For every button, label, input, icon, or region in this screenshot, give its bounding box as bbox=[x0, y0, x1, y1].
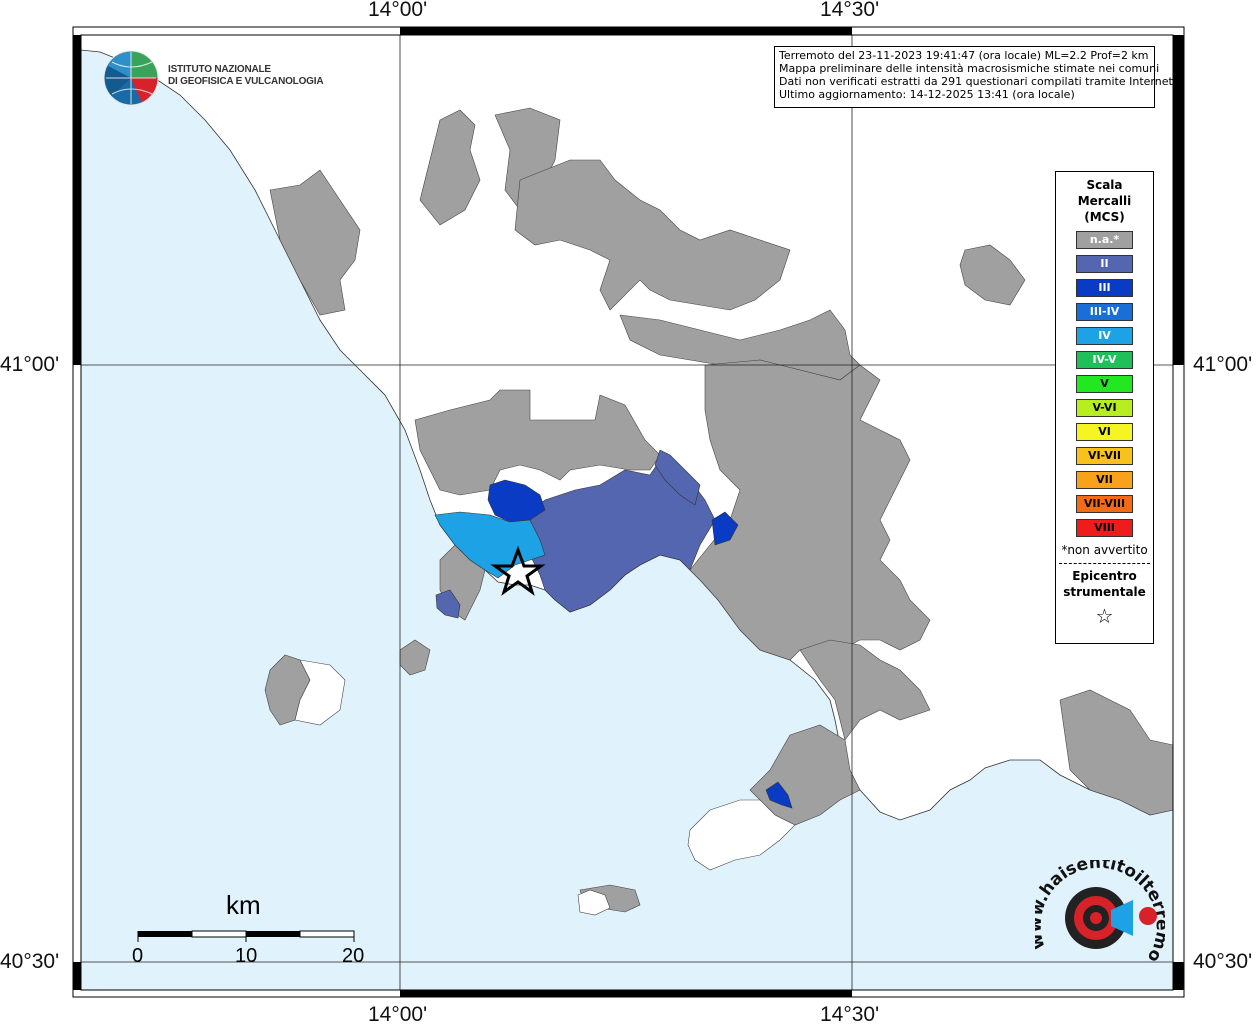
lon-label-top-2: 14°30' bbox=[820, 0, 880, 21]
legend-item-iii: III bbox=[1076, 279, 1133, 297]
area-north-1 bbox=[419, 109, 481, 226]
area-intensity-ii-ne bbox=[654, 449, 701, 506]
legend-item-iii-iv: III-IV bbox=[1076, 303, 1133, 321]
legend-divider bbox=[1059, 563, 1150, 564]
lat-label-left-1: 41°00' bbox=[0, 353, 60, 376]
scale-label-10: 10 bbox=[235, 945, 258, 967]
event-info-line-2: Mappa preliminare delle intensità macros… bbox=[779, 62, 1160, 75]
legend-item-vii: VII bbox=[1076, 471, 1133, 489]
event-info-line-3: Dati non verificati estratti da 291 ques… bbox=[779, 75, 1177, 88]
institute-line-1: ISTITUTO NAZIONALE bbox=[168, 64, 271, 75]
epicenter-star bbox=[490, 545, 546, 596]
haisentito-logo: www.haisentitoilterremoto.it bbox=[1035, 860, 1165, 965]
sorrento-land bbox=[687, 799, 796, 871]
legend-note: *non avvertito bbox=[1061, 543, 1148, 557]
lon-label-top-1: 14°00' bbox=[368, 0, 428, 21]
area-central bbox=[414, 389, 661, 496]
area-intensity-iii-east bbox=[711, 511, 739, 546]
scale-label-20: 20 bbox=[342, 945, 365, 967]
lat-label-right-2: 40°30' bbox=[1193, 950, 1253, 973]
institute-line-2: DI GEOFISICA E VULCANOLOGIA bbox=[168, 76, 324, 87]
legend-item-ii: II bbox=[1076, 255, 1133, 273]
scale-title: km bbox=[226, 890, 261, 920]
graticule bbox=[81, 35, 1173, 990]
ingv-logo bbox=[103, 50, 159, 106]
area-coast-south bbox=[799, 639, 931, 741]
legend-item-iv-v: IV-V bbox=[1076, 351, 1133, 369]
scale-bar bbox=[137, 930, 355, 942]
area-amalfi bbox=[1059, 689, 1173, 816]
legend-item-iv: IV bbox=[1076, 327, 1133, 345]
area-east-island bbox=[959, 244, 1026, 306]
area-intensity-iii-south bbox=[765, 781, 793, 809]
legend-item-v: V bbox=[1076, 375, 1133, 393]
lat-label-right-1: 41°00' bbox=[1193, 353, 1253, 376]
area-intensity-iv bbox=[434, 511, 546, 579]
legend-items: n.a.* II III III-IV IV IV-V V V-VI VI VI-VII VII VI… bbox=[1056, 231, 1153, 537]
legend-item-n-a: n.a.* bbox=[1076, 231, 1133, 249]
mcs-legend: Scala Mercalli (MCS) n.a.* II III III-IV IV I… bbox=[1055, 171, 1154, 644]
area-intensity-ii-west bbox=[435, 589, 461, 619]
area-intensity-iii-north bbox=[487, 479, 546, 523]
map-frame bbox=[72, 26, 1185, 998]
scale-label-0: 0 bbox=[132, 945, 144, 967]
area-nw bbox=[269, 169, 361, 316]
capri-land bbox=[577, 889, 611, 916]
legend-star-icon: ☆ bbox=[1095, 604, 1114, 628]
legend-title: Scala Mercalli (MCS) bbox=[1077, 178, 1132, 224]
municipalities-not-available bbox=[264, 107, 1173, 913]
legend-item-viii: VIII bbox=[1076, 519, 1133, 537]
area-north-3 bbox=[514, 159, 791, 311]
area-north-4 bbox=[619, 309, 861, 381]
lon-label-bottom-1: 14°00' bbox=[368, 1003, 428, 1026]
lat-label-left-2: 40°30' bbox=[0, 950, 60, 973]
legend-item-vi-vii: VI-VII bbox=[1076, 447, 1133, 465]
ischia-land bbox=[294, 659, 346, 726]
lon-label-bottom-2: 14°30' bbox=[820, 1003, 880, 1026]
event-info-line-1: Terremoto del 23-11-2023 19:41:47 (ora l… bbox=[779, 49, 1149, 62]
area-inland-east bbox=[689, 359, 931, 661]
legend-item-vi: VI bbox=[1076, 423, 1133, 441]
legend-epicenter-label: Epicentro strumentale bbox=[1063, 569, 1146, 599]
event-info-box: Terremoto del 23-11-2023 19:41:47 (ora l… bbox=[774, 46, 1177, 108]
legend-item-vii-viii: VII-VIII bbox=[1076, 495, 1133, 513]
event-info-line-4: Ultimo aggiornamento: 14-12-2025 13:41 (… bbox=[779, 88, 1075, 101]
institute-name: ISTITUTO NAZIONALE DI GEOFISICA E VULCAN… bbox=[168, 64, 324, 88]
legend-item-v-vi: V-VI bbox=[1076, 399, 1133, 417]
area-intensity-ii-napoli bbox=[519, 459, 716, 613]
